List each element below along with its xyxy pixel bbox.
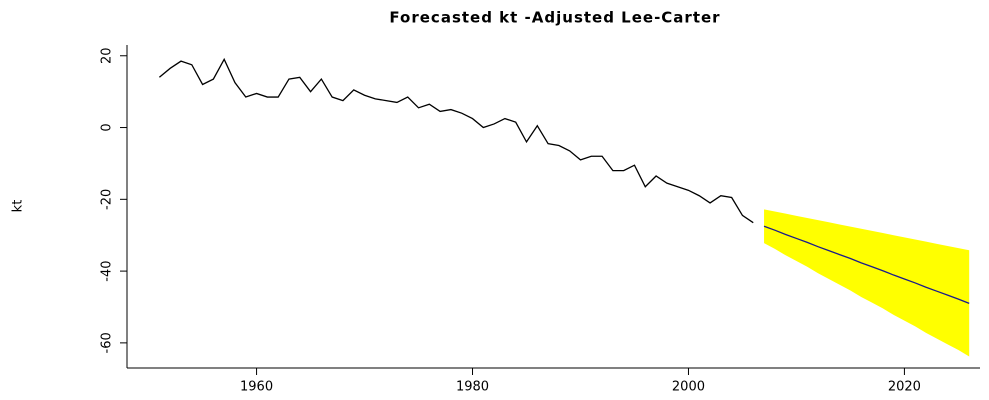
x-tick-label: 2000 [672, 380, 705, 395]
y-tick-label: 20 [100, 47, 115, 64]
series-line [763, 225, 970, 305]
y-tick-label: -60 [100, 332, 115, 353]
x-tick-label: 1960 [240, 380, 273, 395]
series-line [158, 57, 754, 224]
y-axis-label: kt [11, 200, 26, 213]
forecast-band [764, 209, 970, 357]
x-tick-label: 1980 [456, 380, 489, 395]
y-tick-label: -20 [100, 189, 115, 210]
y-tick-label: 0 [100, 123, 115, 131]
x-tick-label: 2020 [888, 380, 921, 395]
y-tick-label: -40 [100, 260, 115, 281]
chart-title: Forecasted kt -Adjusted Lee-Carter [389, 9, 720, 27]
